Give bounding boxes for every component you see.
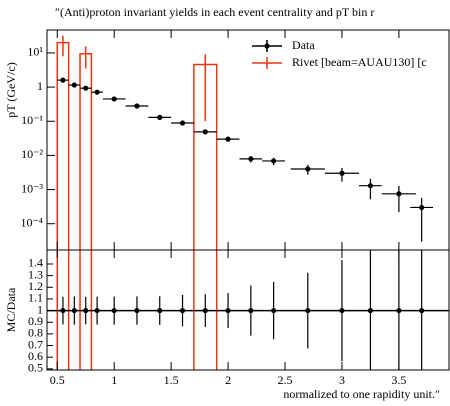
- y-tick-label: 10⁻¹: [21, 113, 43, 127]
- mc-bin: [79, 52, 93, 250]
- ratio-point: [71, 307, 77, 314]
- x-tick-label: 3: [339, 373, 345, 387]
- ratio-point: [248, 307, 254, 314]
- x-tick-label: 0.5: [50, 373, 65, 387]
- mc-bin: [56, 41, 70, 250]
- data-point: [248, 156, 254, 162]
- ratio-point: [94, 307, 100, 314]
- y-tick-label: 10⁻³: [21, 181, 43, 195]
- y-tick-label: 10⁻⁴: [20, 215, 43, 229]
- y-axis-label: pT (GeV/c): [4, 62, 18, 117]
- data-point: [367, 183, 374, 189]
- ratio-axis-label: MC/Data: [4, 287, 18, 332]
- ratio-point: [225, 307, 231, 314]
- ratio-tick-label: 1.3: [28, 267, 43, 281]
- ratio-tick-label: 1.2: [28, 279, 43, 293]
- data-point: [94, 89, 100, 95]
- data-point: [419, 204, 425, 211]
- ratio-point: [134, 307, 140, 314]
- ratio-point: [60, 307, 66, 314]
- ratio-tick-label: 0.7: [28, 337, 43, 351]
- ratio-point: [271, 307, 277, 314]
- x-tick-label: 2.5: [278, 373, 293, 387]
- legend-label: Data: [292, 38, 315, 52]
- data-point: [271, 158, 277, 164]
- x-axis-label: normalized to one rapidity unit.″: [283, 387, 440, 401]
- data-point: [71, 82, 77, 88]
- legend-dot: [264, 43, 270, 49]
- ratio-tick-label: 1: [37, 302, 43, 316]
- ratio-point: [367, 307, 374, 314]
- ratio-tick-label: 1.1: [28, 291, 43, 305]
- ratio-point: [419, 307, 425, 314]
- ratio-tick-label: 1.4: [28, 256, 43, 270]
- y-tick-label: 10⁻²: [21, 147, 43, 161]
- ratio-frame: [46, 249, 450, 371]
- x-tick-label: 1: [111, 373, 117, 387]
- ratio-point: [305, 307, 311, 314]
- ratio-tick-label: 0.6: [28, 349, 43, 363]
- ratio-point: [83, 307, 89, 314]
- ratio-point: [396, 307, 402, 314]
- ratio-point: [111, 307, 117, 314]
- x-tick-label: 1.5: [164, 373, 179, 387]
- y-tick-label: 1: [37, 79, 43, 93]
- ratio-point: [157, 307, 163, 314]
- ratio-tick-label: 0.8: [28, 326, 43, 340]
- ratio-tick-label: 0.9: [28, 314, 43, 328]
- data-point: [179, 120, 186, 126]
- data-point: [225, 136, 231, 142]
- chart-title: ″(Anti)proton invariant yields in each e…: [55, 5, 374, 19]
- data-point: [60, 77, 66, 83]
- ratio-tick-label: 0.5: [28, 361, 43, 375]
- data-point: [157, 114, 163, 120]
- ratio-panel: [47, 250, 449, 370]
- data-point: [83, 85, 89, 91]
- x-tick-label: 3.5: [391, 373, 406, 387]
- y-tick-label: 10¹: [27, 45, 43, 59]
- main-panel: [56, 35, 434, 250]
- ratio-point: [179, 307, 186, 314]
- ratio-point: [339, 307, 345, 314]
- data-point: [305, 166, 311, 172]
- x-tick-label: 2: [225, 373, 231, 387]
- data-point: [134, 103, 140, 109]
- data-point: [111, 96, 117, 102]
- data-point: [339, 170, 345, 176]
- legend-label: Rivet [beam=AUAU130] [c: [292, 55, 427, 69]
- data-point: [202, 129, 208, 135]
- ratio-point: [202, 307, 208, 314]
- data-point: [396, 191, 402, 197]
